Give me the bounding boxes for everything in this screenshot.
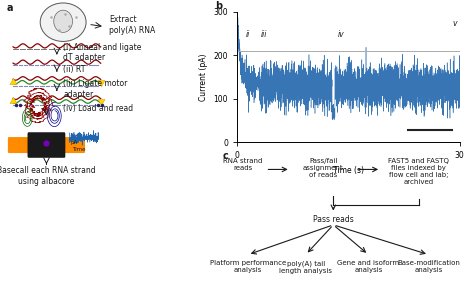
Text: c: c — [223, 151, 228, 161]
Text: Gene and isoform
analysis: Gene and isoform analysis — [337, 260, 400, 274]
Text: Extract
poly(A) RNA: Extract poly(A) RNA — [109, 15, 155, 35]
FancyBboxPatch shape — [28, 133, 65, 157]
Text: Platform performance
analysis: Platform performance analysis — [210, 260, 286, 274]
Text: Pass/fail
assignment
of reads: Pass/fail assignment of reads — [303, 158, 344, 178]
Text: (iii) Ligate motor
adapter: (iii) Ligate motor adapter — [63, 79, 128, 99]
Text: ii: ii — [246, 30, 250, 39]
Text: iv: iv — [337, 30, 344, 39]
Text: pA: pA — [71, 139, 78, 144]
FancyBboxPatch shape — [8, 137, 85, 153]
Text: Pass reads: Pass reads — [313, 215, 354, 224]
Text: iii: iii — [261, 30, 267, 39]
Text: FAST5 and FASTQ
files indexed by
flow cell and lab;
archived: FAST5 and FASTQ files indexed by flow ce… — [388, 158, 449, 185]
Text: a: a — [7, 3, 13, 13]
Text: RNA strand
reads: RNA strand reads — [223, 158, 263, 171]
Text: poly(A) tail
length analysis: poly(A) tail length analysis — [279, 260, 332, 274]
Text: v: v — [452, 19, 457, 28]
Text: b: b — [215, 1, 222, 12]
Text: (ii) RT: (ii) RT — [63, 65, 85, 74]
Ellipse shape — [40, 3, 86, 41]
Ellipse shape — [54, 10, 73, 33]
X-axis label: Time (s): Time (s) — [333, 166, 364, 175]
Y-axis label: Current (pA): Current (pA) — [199, 53, 208, 101]
Text: Basecall each RNA strand
using albacore: Basecall each RNA strand using albacore — [0, 166, 96, 186]
Text: (i) Anneal and ligate
dT adapter: (i) Anneal and ligate dT adapter — [63, 43, 142, 62]
Text: Time: Time — [72, 147, 85, 152]
Text: (iv) Load and read: (iv) Load and read — [63, 104, 133, 113]
Text: Base-modification
analysis: Base-modification analysis — [397, 260, 460, 274]
